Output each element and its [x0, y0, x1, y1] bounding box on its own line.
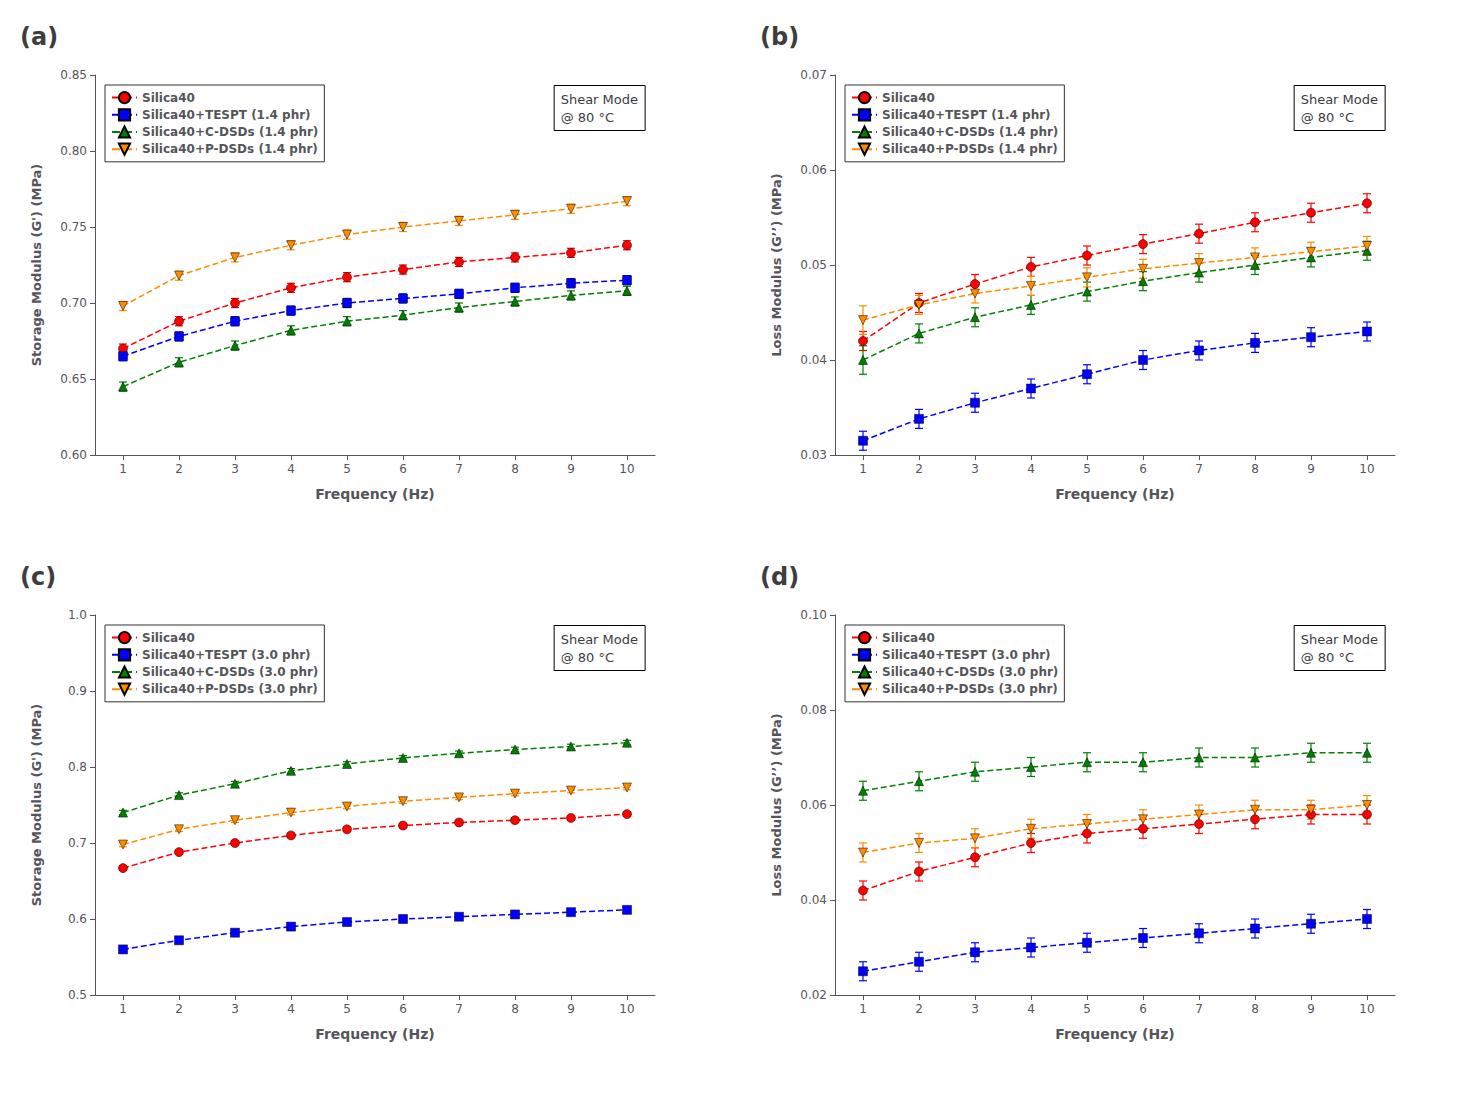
svg-text:Frequency (Hz): Frequency (Hz) [1055, 486, 1174, 502]
svg-text:8: 8 [511, 462, 519, 476]
svg-text:7: 7 [1195, 462, 1203, 476]
svg-text:9: 9 [1307, 1002, 1315, 1016]
svg-text:2: 2 [175, 462, 183, 476]
svg-text:Silica40+P-DSDs (3.0 phr): Silica40+P-DSDs (3.0 phr) [882, 682, 1058, 696]
svg-text:Silica40+C-DSDs (3.0 phr): Silica40+C-DSDs (3.0 phr) [142, 665, 318, 679]
svg-text:4: 4 [287, 1002, 295, 1016]
svg-text:0.08: 0.08 [800, 703, 827, 717]
svg-text:3: 3 [971, 1002, 979, 1016]
svg-text:0.06: 0.06 [800, 798, 827, 812]
svg-text:0.05: 0.05 [800, 258, 827, 272]
svg-text:0.6: 0.6 [68, 912, 87, 926]
svg-text:Shear Mode: Shear Mode [1301, 632, 1378, 647]
svg-text:Silica40: Silica40 [142, 631, 195, 645]
svg-text:5: 5 [343, 462, 351, 476]
svg-text:Silica40: Silica40 [882, 631, 935, 645]
svg-text:Silica40+TESPT (1.4 phr): Silica40+TESPT (1.4 phr) [882, 108, 1051, 122]
svg-text:0.60: 0.60 [60, 448, 87, 462]
svg-text:5: 5 [1083, 462, 1091, 476]
svg-text:0.8: 0.8 [68, 760, 87, 774]
svg-text:0.07: 0.07 [800, 68, 827, 82]
svg-text:7: 7 [455, 462, 463, 476]
svg-text:0.9: 0.9 [68, 684, 87, 698]
svg-text:0.85: 0.85 [60, 68, 87, 82]
svg-text:(a): (a) [20, 23, 58, 51]
svg-text:10: 10 [619, 1002, 634, 1016]
svg-text:Loss Modulus (G’’) (MPa): Loss Modulus (G’’) (MPa) [769, 173, 784, 356]
svg-text:1: 1 [119, 462, 127, 476]
svg-text:0.7: 0.7 [68, 836, 87, 850]
svg-text:0.06: 0.06 [800, 163, 827, 177]
svg-text:Shear Mode: Shear Mode [561, 92, 638, 107]
svg-text:Storage Modulus (G') (MPa): Storage Modulus (G') (MPa) [29, 704, 44, 907]
svg-text:Loss Modulus (G’’) (MPa): Loss Modulus (G’’) (MPa) [769, 713, 784, 896]
svg-text:Silica40+TESPT (3.0 phr): Silica40+TESPT (3.0 phr) [142, 648, 311, 662]
svg-text:Shear Mode: Shear Mode [561, 632, 638, 647]
svg-text:10: 10 [1359, 462, 1374, 476]
svg-text:6: 6 [399, 1002, 407, 1016]
svg-text:4: 4 [1027, 462, 1035, 476]
svg-text:4: 4 [287, 462, 295, 476]
svg-text:3: 3 [971, 462, 979, 476]
svg-text:5: 5 [1083, 1002, 1091, 1016]
svg-text:Shear Mode: Shear Mode [1301, 92, 1378, 107]
svg-text:0.04: 0.04 [800, 893, 827, 907]
svg-text:2: 2 [915, 1002, 923, 1016]
svg-text:1: 1 [119, 1002, 127, 1016]
svg-text:4: 4 [1027, 1002, 1035, 1016]
svg-text:Silica40+TESPT (3.0 phr): Silica40+TESPT (3.0 phr) [882, 648, 1051, 662]
svg-text:@ 80 °C: @ 80 °C [561, 110, 614, 125]
svg-text:Frequency (Hz): Frequency (Hz) [315, 486, 434, 502]
svg-text:Storage Modulus (G') (MPa): Storage Modulus (G') (MPa) [29, 164, 44, 367]
svg-text:5: 5 [343, 1002, 351, 1016]
svg-text:Frequency (Hz): Frequency (Hz) [315, 1026, 434, 1042]
svg-text:(b): (b) [760, 23, 799, 51]
svg-text:Silica40+P-DSDs (3.0 phr): Silica40+P-DSDs (3.0 phr) [142, 682, 318, 696]
svg-text:Silica40: Silica40 [882, 91, 935, 105]
svg-text:2: 2 [915, 462, 923, 476]
svg-text:Silica40: Silica40 [142, 91, 195, 105]
svg-text:6: 6 [399, 462, 407, 476]
svg-text:8: 8 [1251, 1002, 1259, 1016]
svg-text:10: 10 [619, 462, 634, 476]
svg-text:0.04: 0.04 [800, 353, 827, 367]
svg-text:7: 7 [455, 1002, 463, 1016]
svg-text:1: 1 [859, 462, 867, 476]
svg-text:0.02: 0.02 [800, 988, 827, 1002]
svg-text:2: 2 [175, 1002, 183, 1016]
svg-text:Silica40+C-DSDs (3.0 phr): Silica40+C-DSDs (3.0 phr) [882, 665, 1058, 679]
svg-text:6: 6 [1139, 462, 1147, 476]
svg-text:Silica40+P-DSDs (1.4 phr): Silica40+P-DSDs (1.4 phr) [882, 142, 1058, 156]
svg-text:0.5: 0.5 [68, 988, 87, 1002]
svg-text:Frequency (Hz): Frequency (Hz) [1055, 1026, 1174, 1042]
svg-text:6: 6 [1139, 1002, 1147, 1016]
svg-text:Silica40+P-DSDs (1.4 phr): Silica40+P-DSDs (1.4 phr) [142, 142, 318, 156]
svg-text:0.03: 0.03 [800, 448, 827, 462]
svg-text:8: 8 [511, 1002, 519, 1016]
svg-text:0.10: 0.10 [800, 608, 827, 622]
svg-text:(c): (c) [20, 563, 56, 591]
svg-text:8: 8 [1251, 462, 1259, 476]
svg-text:@ 80 °C: @ 80 °C [561, 650, 614, 665]
svg-text:0.80: 0.80 [60, 144, 87, 158]
svg-text:Silica40+C-DSDs (1.4 phr): Silica40+C-DSDs (1.4 phr) [882, 125, 1058, 139]
svg-text:(d): (d) [760, 563, 799, 591]
svg-text:0.70: 0.70 [60, 296, 87, 310]
svg-text:7: 7 [1195, 1002, 1203, 1016]
svg-text:Silica40+C-DSDs (1.4 phr): Silica40+C-DSDs (1.4 phr) [142, 125, 318, 139]
svg-text:0.75: 0.75 [60, 220, 87, 234]
svg-text:3: 3 [231, 1002, 239, 1016]
svg-text:10: 10 [1359, 1002, 1374, 1016]
svg-text:Silica40+TESPT (1.4 phr): Silica40+TESPT (1.4 phr) [142, 108, 311, 122]
svg-text:1.0: 1.0 [68, 608, 87, 622]
svg-text:@ 80 °C: @ 80 °C [1301, 110, 1354, 125]
svg-text:9: 9 [567, 1002, 575, 1016]
svg-text:9: 9 [567, 462, 575, 476]
svg-text:9: 9 [1307, 462, 1315, 476]
svg-text:@ 80 °C: @ 80 °C [1301, 650, 1354, 665]
svg-text:1: 1 [859, 1002, 867, 1016]
svg-text:3: 3 [231, 462, 239, 476]
svg-text:0.65: 0.65 [60, 372, 87, 386]
